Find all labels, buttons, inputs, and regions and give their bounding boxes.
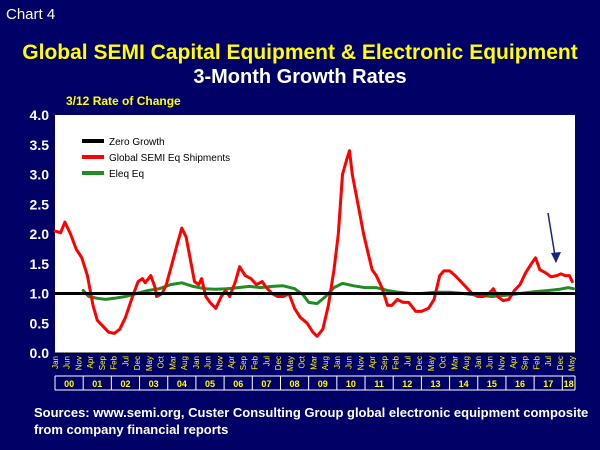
x-month-tick: Mar xyxy=(168,356,177,370)
x-month-tick: Sep xyxy=(521,355,530,370)
x-month-tick: Jul xyxy=(121,356,130,366)
x-month-tick: Apr xyxy=(86,356,95,369)
y-tick-label: 2.5 xyxy=(30,196,50,212)
year-label: 15 xyxy=(487,379,497,389)
x-month-tick: Jan xyxy=(333,356,342,369)
x-month-tick: Jan xyxy=(192,356,201,369)
x-month-tick: Sep xyxy=(380,355,389,370)
year-label: 12 xyxy=(402,379,412,389)
year-label: 13 xyxy=(430,379,440,389)
x-month-tick: Jan xyxy=(51,356,60,369)
chart-title: Global SEMI Capital Equipment & Electron… xyxy=(22,41,578,64)
x-axis: Jan Jun Nov Apr Sep Feb Jul Dec May Oct Mar Aug Jan J… xyxy=(51,352,577,391)
x-month-tick: Nov xyxy=(497,356,506,370)
x-month-tick: Apr xyxy=(509,356,518,369)
year-label: 05 xyxy=(205,379,215,389)
chart-subtitle: 3-Month Growth Rates xyxy=(193,66,407,88)
year-label: 03 xyxy=(149,379,159,389)
x-month-tick: Jan xyxy=(474,356,483,369)
y-axis-label: 3/12 Rate of Change xyxy=(66,94,181,108)
year-label: 00 xyxy=(64,379,74,389)
x-month-tick: Dec xyxy=(274,356,283,370)
series-lines xyxy=(53,149,577,338)
x-month-tick: Jun xyxy=(204,356,213,369)
y-axis: 0.0 0.5 1.0 1.5 2.0 2.5 3.0 3.5 4.0 xyxy=(30,107,50,361)
y-tick-label: 1.5 xyxy=(30,256,50,272)
legend-entry: Global SEMI Eq Shipments xyxy=(109,153,230,164)
x-month-tick: Nov xyxy=(74,356,83,370)
year-label: 07 xyxy=(261,379,271,389)
arrow-head xyxy=(551,252,561,263)
x-month-tick: Feb xyxy=(392,355,401,369)
x-month-tick: Dec xyxy=(556,356,565,370)
x-month-tick: Jul xyxy=(262,356,271,366)
x-month-tick: Oct xyxy=(157,355,166,368)
legend-entry: Zero Growth xyxy=(109,137,165,148)
x-month-tick: Jun xyxy=(345,356,354,369)
year-label: 18 xyxy=(564,379,574,389)
x-month-tick: May xyxy=(145,356,154,371)
x-month-tick: Nov xyxy=(215,356,224,370)
x-month-tick: Feb xyxy=(110,355,119,369)
x-month-tick: Jun xyxy=(63,356,72,369)
x-month-tick: Oct xyxy=(439,355,448,368)
arrow-annotation xyxy=(547,212,561,263)
plot-area xyxy=(55,115,575,353)
x-month-tick: Sep xyxy=(98,355,107,370)
x-month-tick: Aug xyxy=(321,356,330,370)
x-month-tick: Apr xyxy=(368,356,377,369)
y-tick-label: 0.0 xyxy=(30,345,50,361)
x-month-tick: May xyxy=(286,356,295,371)
x-month-tick: Jul xyxy=(403,356,412,366)
x-month-tick: Dec xyxy=(415,356,424,370)
y-tick-label: 3.0 xyxy=(30,167,50,183)
x-month-tick: Mar xyxy=(450,356,459,370)
year-label: 10 xyxy=(346,379,356,389)
x-month-tick: Aug xyxy=(462,356,471,370)
x-month-tick: Dec xyxy=(133,356,142,370)
year-label: 01 xyxy=(92,379,102,389)
year-label: 06 xyxy=(233,379,243,389)
year-label: 11 xyxy=(374,379,384,389)
chart-number-label: Chart 4 xyxy=(6,6,56,23)
year-label: 02 xyxy=(120,379,130,389)
x-month-tick: Mar xyxy=(309,356,318,370)
y-tick-label: 2.0 xyxy=(30,226,50,242)
legend-entry: Eleq Eq xyxy=(109,169,144,180)
y-tick-label: 0.5 xyxy=(30,315,50,331)
y-tick-label: 1.0 xyxy=(30,286,50,302)
year-label: 09 xyxy=(318,379,328,389)
x-month-tick: Oct xyxy=(298,355,307,368)
legend: Zero Growth Global SEMI Eq Shipments Eleq … xyxy=(82,137,230,180)
x-month-tick: Nov xyxy=(356,356,365,370)
x-month-tick: Sep xyxy=(239,355,248,370)
x-month-tick: Jun xyxy=(486,356,495,369)
x-month-tick: May xyxy=(427,356,436,371)
year-label: 17 xyxy=(543,379,553,389)
y-tick-label: 3.5 xyxy=(30,137,50,153)
year-label: 14 xyxy=(459,379,469,389)
year-label: 04 xyxy=(177,379,187,389)
y-tick-label: 4.0 xyxy=(30,107,50,123)
year-label: 08 xyxy=(290,379,300,389)
source-note: Sources: www.semi.org, Custer Consulting… xyxy=(34,405,589,437)
x-month-tick: Jul xyxy=(544,356,553,366)
year-label: 16 xyxy=(515,379,525,389)
x-month-tick: Feb xyxy=(532,355,541,369)
x-month-tick: Aug xyxy=(180,356,189,370)
x-month-tick: Apr xyxy=(227,356,236,369)
x-month-tick: May xyxy=(568,356,577,371)
x-month-tick: Feb xyxy=(251,355,260,369)
